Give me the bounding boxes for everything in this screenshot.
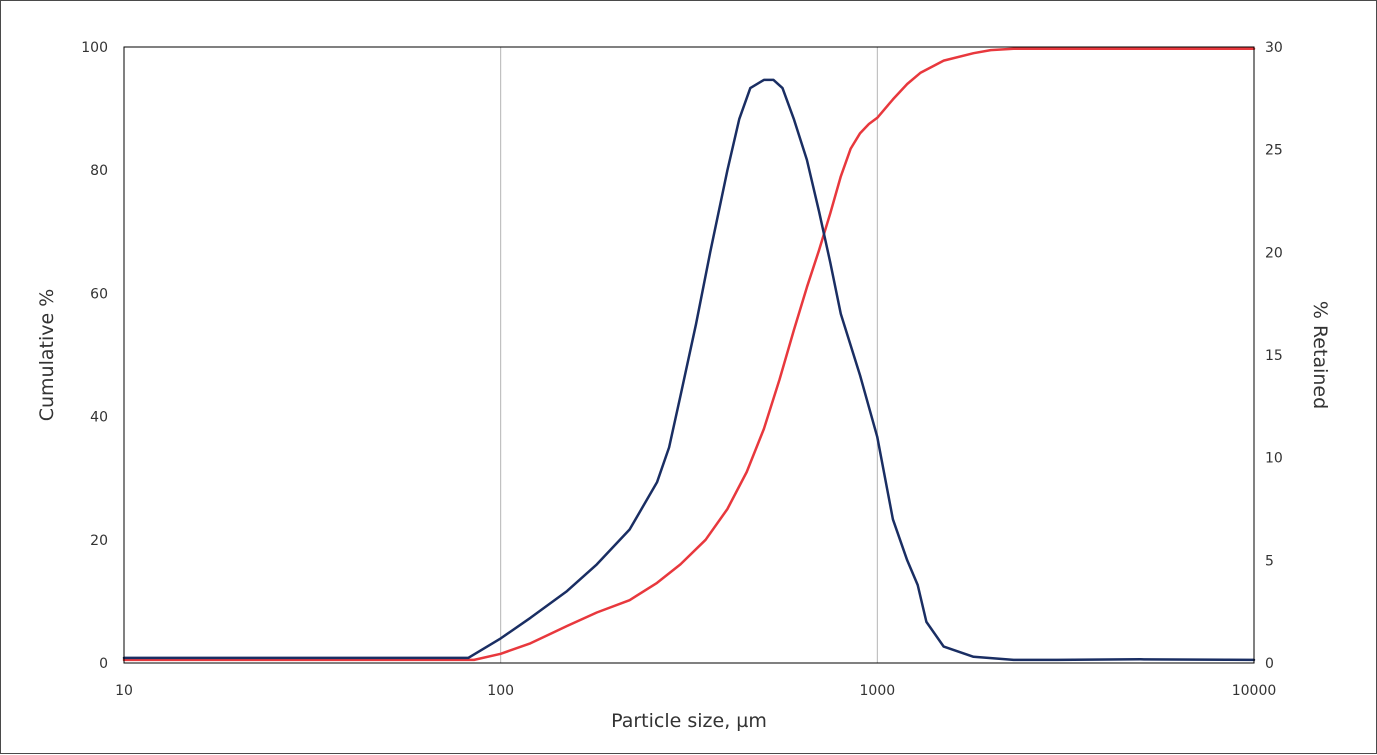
plot-area-border [123, 46, 1255, 664]
axes [123, 46, 1255, 664]
x-tick-label: 10 [115, 683, 133, 699]
x-axis-title: Particle size, µm [611, 710, 767, 732]
x-tick-label: 100 [487, 683, 514, 699]
y2-tick-label: 25 [1265, 143, 1283, 159]
y2-tick-label: 20 [1265, 245, 1283, 261]
gridlines [500, 47, 878, 663]
x-tick-label: 10000 [1232, 683, 1277, 699]
y-tick-label: 40 [90, 410, 108, 426]
retained-series-line [122, 78, 1256, 662]
y2-tick-label: 30 [1265, 40, 1283, 56]
y2-tick-label: 10 [1265, 451, 1283, 467]
y2-tick-label: 0 [1265, 656, 1274, 672]
series-layer [122, 47, 1256, 662]
y-axis-title: Cumulative % [36, 289, 58, 422]
y-tick-label: 0 [99, 656, 108, 672]
y-tick-label: 100 [81, 40, 108, 56]
y-tick-label: 60 [90, 286, 108, 302]
y-tick-label: 20 [90, 533, 108, 549]
y-tick-label: 80 [90, 163, 108, 179]
y2-tick-label: 15 [1265, 348, 1283, 364]
cumulative-series-line [122, 47, 1256, 662]
y2-axis-title: % Retained [1309, 301, 1331, 409]
y2-tick-label: 5 [1265, 553, 1274, 569]
x-tick-label: 1000 [860, 683, 896, 699]
